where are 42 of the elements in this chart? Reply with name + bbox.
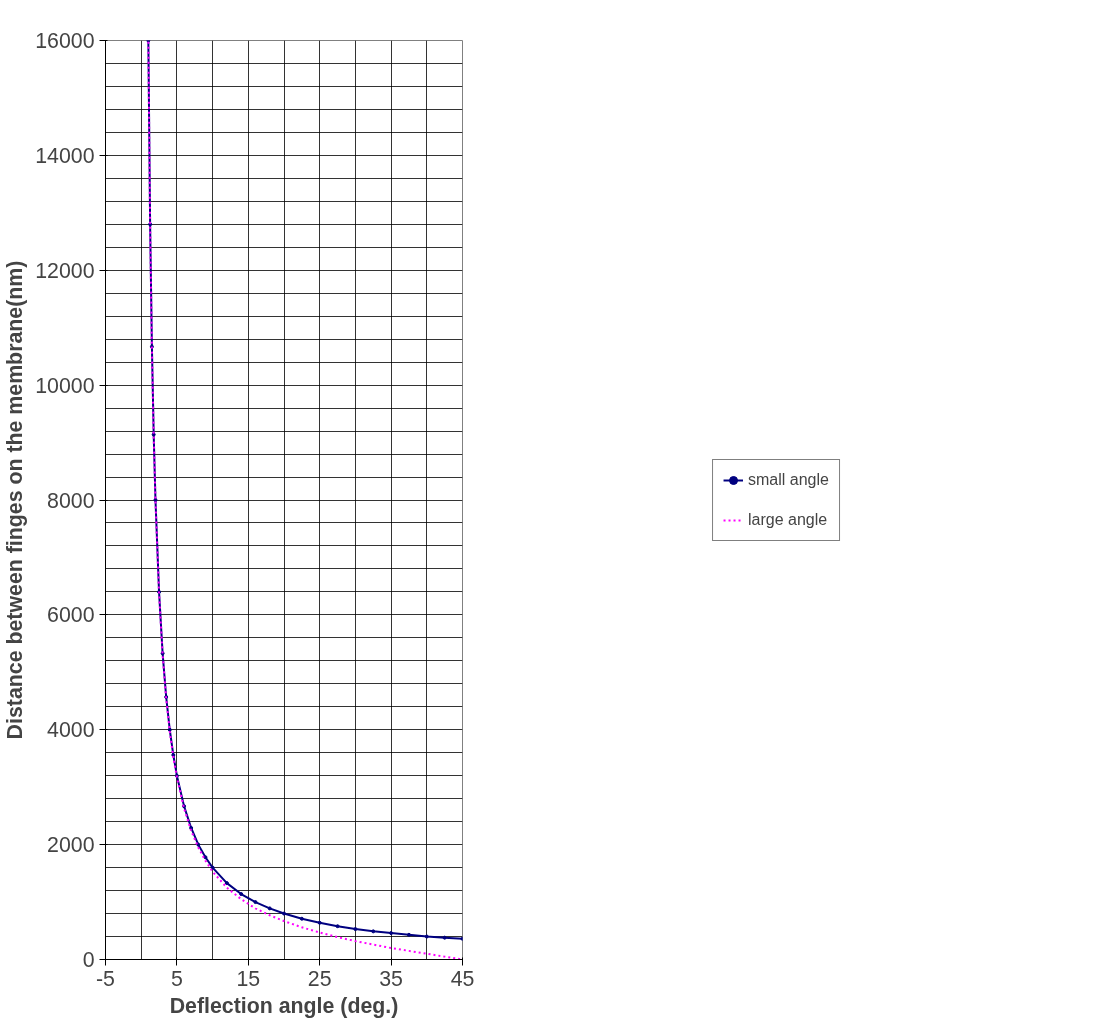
point xyxy=(389,931,394,936)
x-tick-label: 5 xyxy=(170,966,183,991)
point xyxy=(153,498,158,502)
x-axis-title: Deflection angle (deg.) xyxy=(169,993,399,1018)
point xyxy=(171,753,176,758)
point xyxy=(210,865,215,870)
y-tick-label: 6000 xyxy=(47,603,95,628)
point xyxy=(157,589,162,594)
y-tick-label: 16000 xyxy=(35,29,95,53)
legend-label: small angle xyxy=(748,470,829,489)
point xyxy=(442,935,447,940)
point xyxy=(151,432,156,437)
point xyxy=(203,855,208,860)
point xyxy=(224,881,229,886)
legend-label: large angle xyxy=(748,510,828,529)
point xyxy=(353,927,358,932)
y-tick-label: 14000 xyxy=(35,143,95,168)
y-tick-label: 4000 xyxy=(47,718,95,743)
y-tick-label: 0 xyxy=(82,948,95,972)
point xyxy=(267,906,272,911)
point xyxy=(406,932,411,937)
point xyxy=(371,929,376,934)
point xyxy=(317,920,322,925)
point xyxy=(299,916,304,921)
point xyxy=(424,934,429,939)
x-tick-label: -5 xyxy=(96,966,115,991)
y-tick-label: 2000 xyxy=(47,833,95,858)
point xyxy=(167,727,172,732)
point xyxy=(282,911,286,916)
y-axis-title: Distance between finges on the membrane(nm) xyxy=(3,260,28,740)
point xyxy=(239,892,244,897)
x-tick-label: 35 xyxy=(379,966,403,991)
y-tick-label: 8000 xyxy=(47,488,95,513)
x-tick-label: 45 xyxy=(450,966,475,991)
point xyxy=(182,804,187,809)
x-tick-label: 25 xyxy=(307,966,332,991)
point xyxy=(253,900,258,905)
x-tick-label: 15 xyxy=(236,966,261,991)
point xyxy=(335,924,340,929)
y-tick-label: 12000 xyxy=(35,258,95,283)
point xyxy=(189,825,194,830)
y-tick-label: 10000 xyxy=(35,373,95,398)
